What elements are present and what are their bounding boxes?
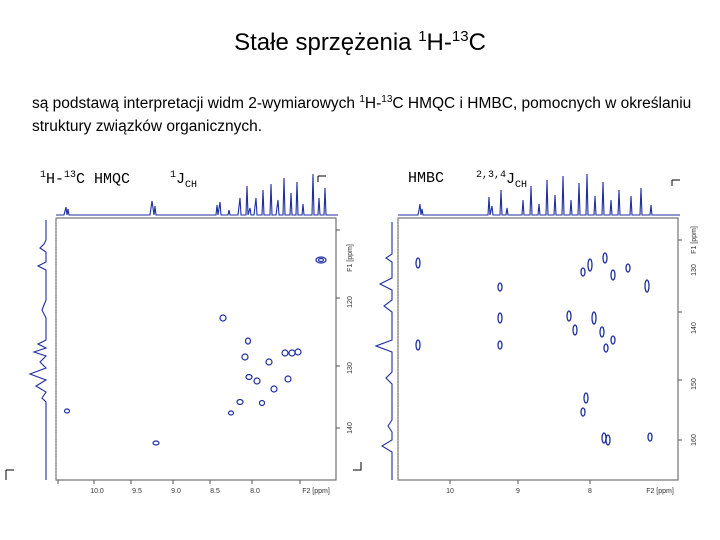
hmqc-contours	[63, 256, 327, 446]
hmqc-f2-axis-title: F2 [ppm]	[302, 488, 330, 495]
hmqc-f2-tick: 8.0	[250, 488, 260, 495]
slide-description: są podstawą interpretacji widm 2-wymiaro…	[32, 94, 692, 136]
hmbc-f1-spectrum	[374, 222, 393, 480]
hmbc-f1-tick: 150	[691, 378, 698, 390]
hmqc-f2-tick: 9.5	[132, 488, 142, 495]
hmqc-f1-axis-title: F1 [ppm]	[347, 244, 354, 272]
hmqc-f1-tick: 130	[347, 362, 354, 374]
hmbc-f1-tick: 140	[691, 322, 698, 334]
hmbc-f2-tick: 10	[446, 488, 454, 495]
hmbc-f1-tick: 160	[691, 434, 698, 446]
hmqc-f2-tick: 9.0	[171, 488, 181, 495]
hmbc-label: HMBC	[408, 170, 445, 187]
hmqc-f2-spectrum	[56, 173, 338, 216]
hmbc-coupling-label: 2,3,4JCH	[476, 170, 528, 191]
hmqc-f1-tick: 140	[347, 422, 354, 434]
slide-title: Stałe sprzężenia 1H-13C	[234, 28, 486, 56]
hmbc-f2-spectrum	[398, 173, 680, 216]
hmqc-f2-tick: 10.0	[90, 488, 104, 495]
hmbc-contours	[415, 252, 653, 446]
hmqc-label: 1H-13C HMQC	[40, 170, 131, 188]
hmqc-f1-spectrum	[28, 220, 48, 480]
hmbc-f2-tick: 9	[516, 488, 520, 495]
hmqc-plot-frame	[55, 217, 337, 481]
hmqc-f2-tick: 8.5	[210, 488, 220, 495]
hmbc-plot-frame	[397, 217, 679, 481]
hmbc-f2-tick: 8	[588, 488, 592, 495]
hmqc-f1-tick: 120	[347, 296, 354, 308]
hmbc-f2-axis-title: F2 [ppm]	[646, 488, 674, 495]
hmqc-coupling-label: 1JCH	[170, 170, 198, 191]
hmbc-f1-axis-title: F1 [ppm]	[691, 226, 698, 254]
hmbc-f1-tick: 130	[691, 264, 698, 276]
